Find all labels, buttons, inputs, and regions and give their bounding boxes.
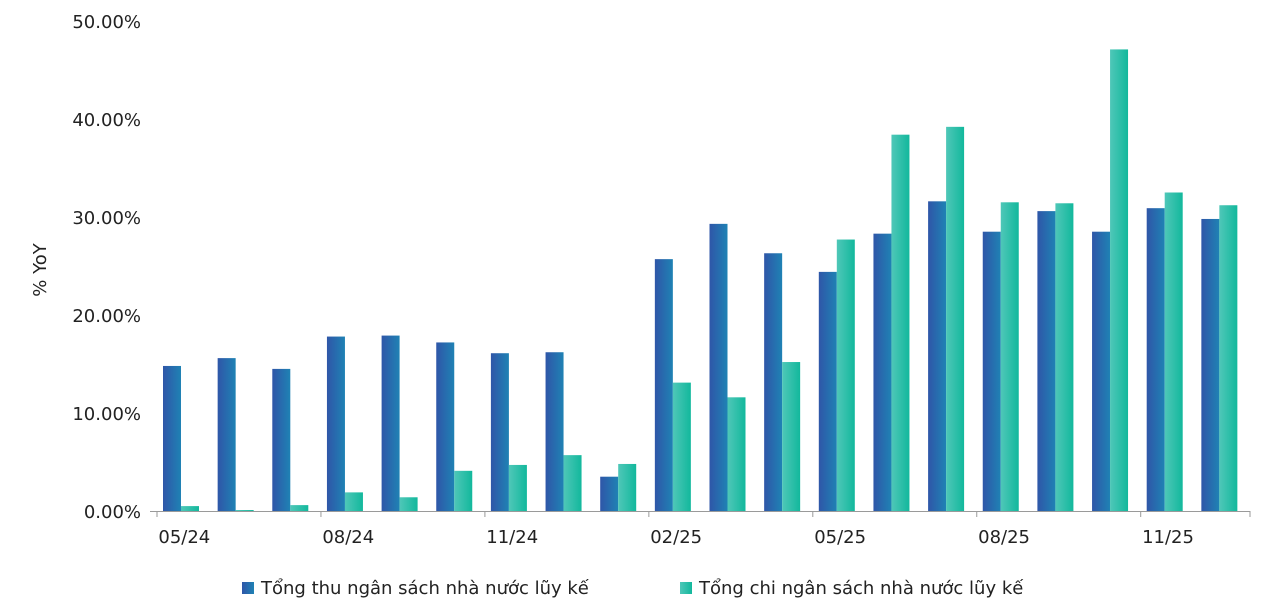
y-axis-title: % YoY	[30, 242, 51, 296]
bar-tong-thu	[272, 368, 291, 511]
x-tick-label: 11/24	[486, 527, 538, 548]
y-tick-label: 20.00%	[72, 306, 141, 327]
legend-swatch-chi	[680, 582, 692, 594]
y-tick-label: 40.00%	[72, 110, 141, 131]
bar-tong-chi	[235, 510, 254, 511]
bar-tong-thu	[163, 365, 181, 511]
bar-tong-thu	[1146, 208, 1165, 511]
bar-tong-thu	[654, 259, 673, 511]
bar-tong-thu	[764, 253, 783, 511]
bar-tong-thu	[928, 201, 947, 511]
bar-tong-chi	[1164, 192, 1183, 511]
bar-tong-chi	[672, 382, 691, 511]
bar-tong-chi	[181, 506, 199, 511]
legend: Tổng thu ngân sách nhà nước lũy kế Tổng …	[242, 578, 1024, 599]
y-tick-label: 30.00%	[72, 208, 141, 229]
bar-tong-chi	[1000, 202, 1019, 512]
bar-tong-thu	[873, 233, 892, 511]
bar-tong-chi	[782, 362, 801, 511]
x-axis-ticks: 05/24 08/24 11/24 02/25 05/25 08/25 11/25	[156, 511, 1251, 548]
bar-tong-chi	[836, 239, 855, 512]
x-tick-label: 05/25	[814, 527, 866, 548]
bar-tong-thu	[217, 358, 236, 511]
y-tick-label: 0.00%	[84, 502, 141, 523]
x-tick-label: 08/25	[978, 527, 1030, 548]
x-tick-label: 11/25	[1142, 527, 1194, 548]
bar-tong-thu	[1201, 218, 1220, 511]
bar-tong-chi	[946, 126, 965, 511]
x-tick-label: 08/24	[322, 527, 374, 548]
bar-tong-chi	[563, 455, 582, 511]
bar-tong-chi	[891, 134, 910, 511]
legend-label-chi: Tổng chi ngân sách nhà nước lũy kế	[698, 578, 1024, 599]
y-axis-ticks: 0.00% 10.00% 20.00% 30.00% 40.00% 50.00%	[72, 12, 141, 523]
legend-label-thu: Tổng thu ngân sách nhà nước lũy kế	[260, 578, 590, 599]
bar-tong-thu	[982, 231, 1001, 511]
bar-tong-chi	[344, 492, 363, 511]
bar-tong-chi	[727, 397, 746, 511]
bar-tong-chi	[618, 463, 637, 511]
bar-tong-chi	[1055, 203, 1074, 511]
legend-swatch-thu	[242, 582, 254, 594]
bar-tong-thu	[381, 335, 400, 511]
bar-tong-thu	[545, 352, 564, 511]
bar-tong-thu	[818, 271, 837, 511]
bar-tong-thu	[600, 476, 619, 511]
bar-tong-chi	[290, 505, 309, 511]
bar-tong-chi	[399, 497, 418, 511]
bar-tong-thu	[1092, 231, 1111, 511]
bars	[163, 49, 1238, 512]
y-tick-label: 50.00%	[72, 12, 141, 33]
x-tick-label: 05/24	[158, 527, 210, 548]
bar-tong-chi	[1219, 205, 1238, 512]
bar-tong-thu	[326, 336, 345, 511]
bar-tong-thu	[709, 223, 728, 512]
bar-tong-chi	[1110, 49, 1129, 512]
bar-tong-chi	[454, 470, 473, 511]
bar-tong-thu	[490, 353, 509, 511]
bar-tong-thu	[1037, 211, 1056, 511]
bar-tong-chi	[508, 464, 527, 511]
x-tick-label: 02/25	[650, 527, 702, 548]
y-tick-label: 10.00%	[72, 404, 141, 425]
bar-tong-thu	[436, 342, 455, 511]
